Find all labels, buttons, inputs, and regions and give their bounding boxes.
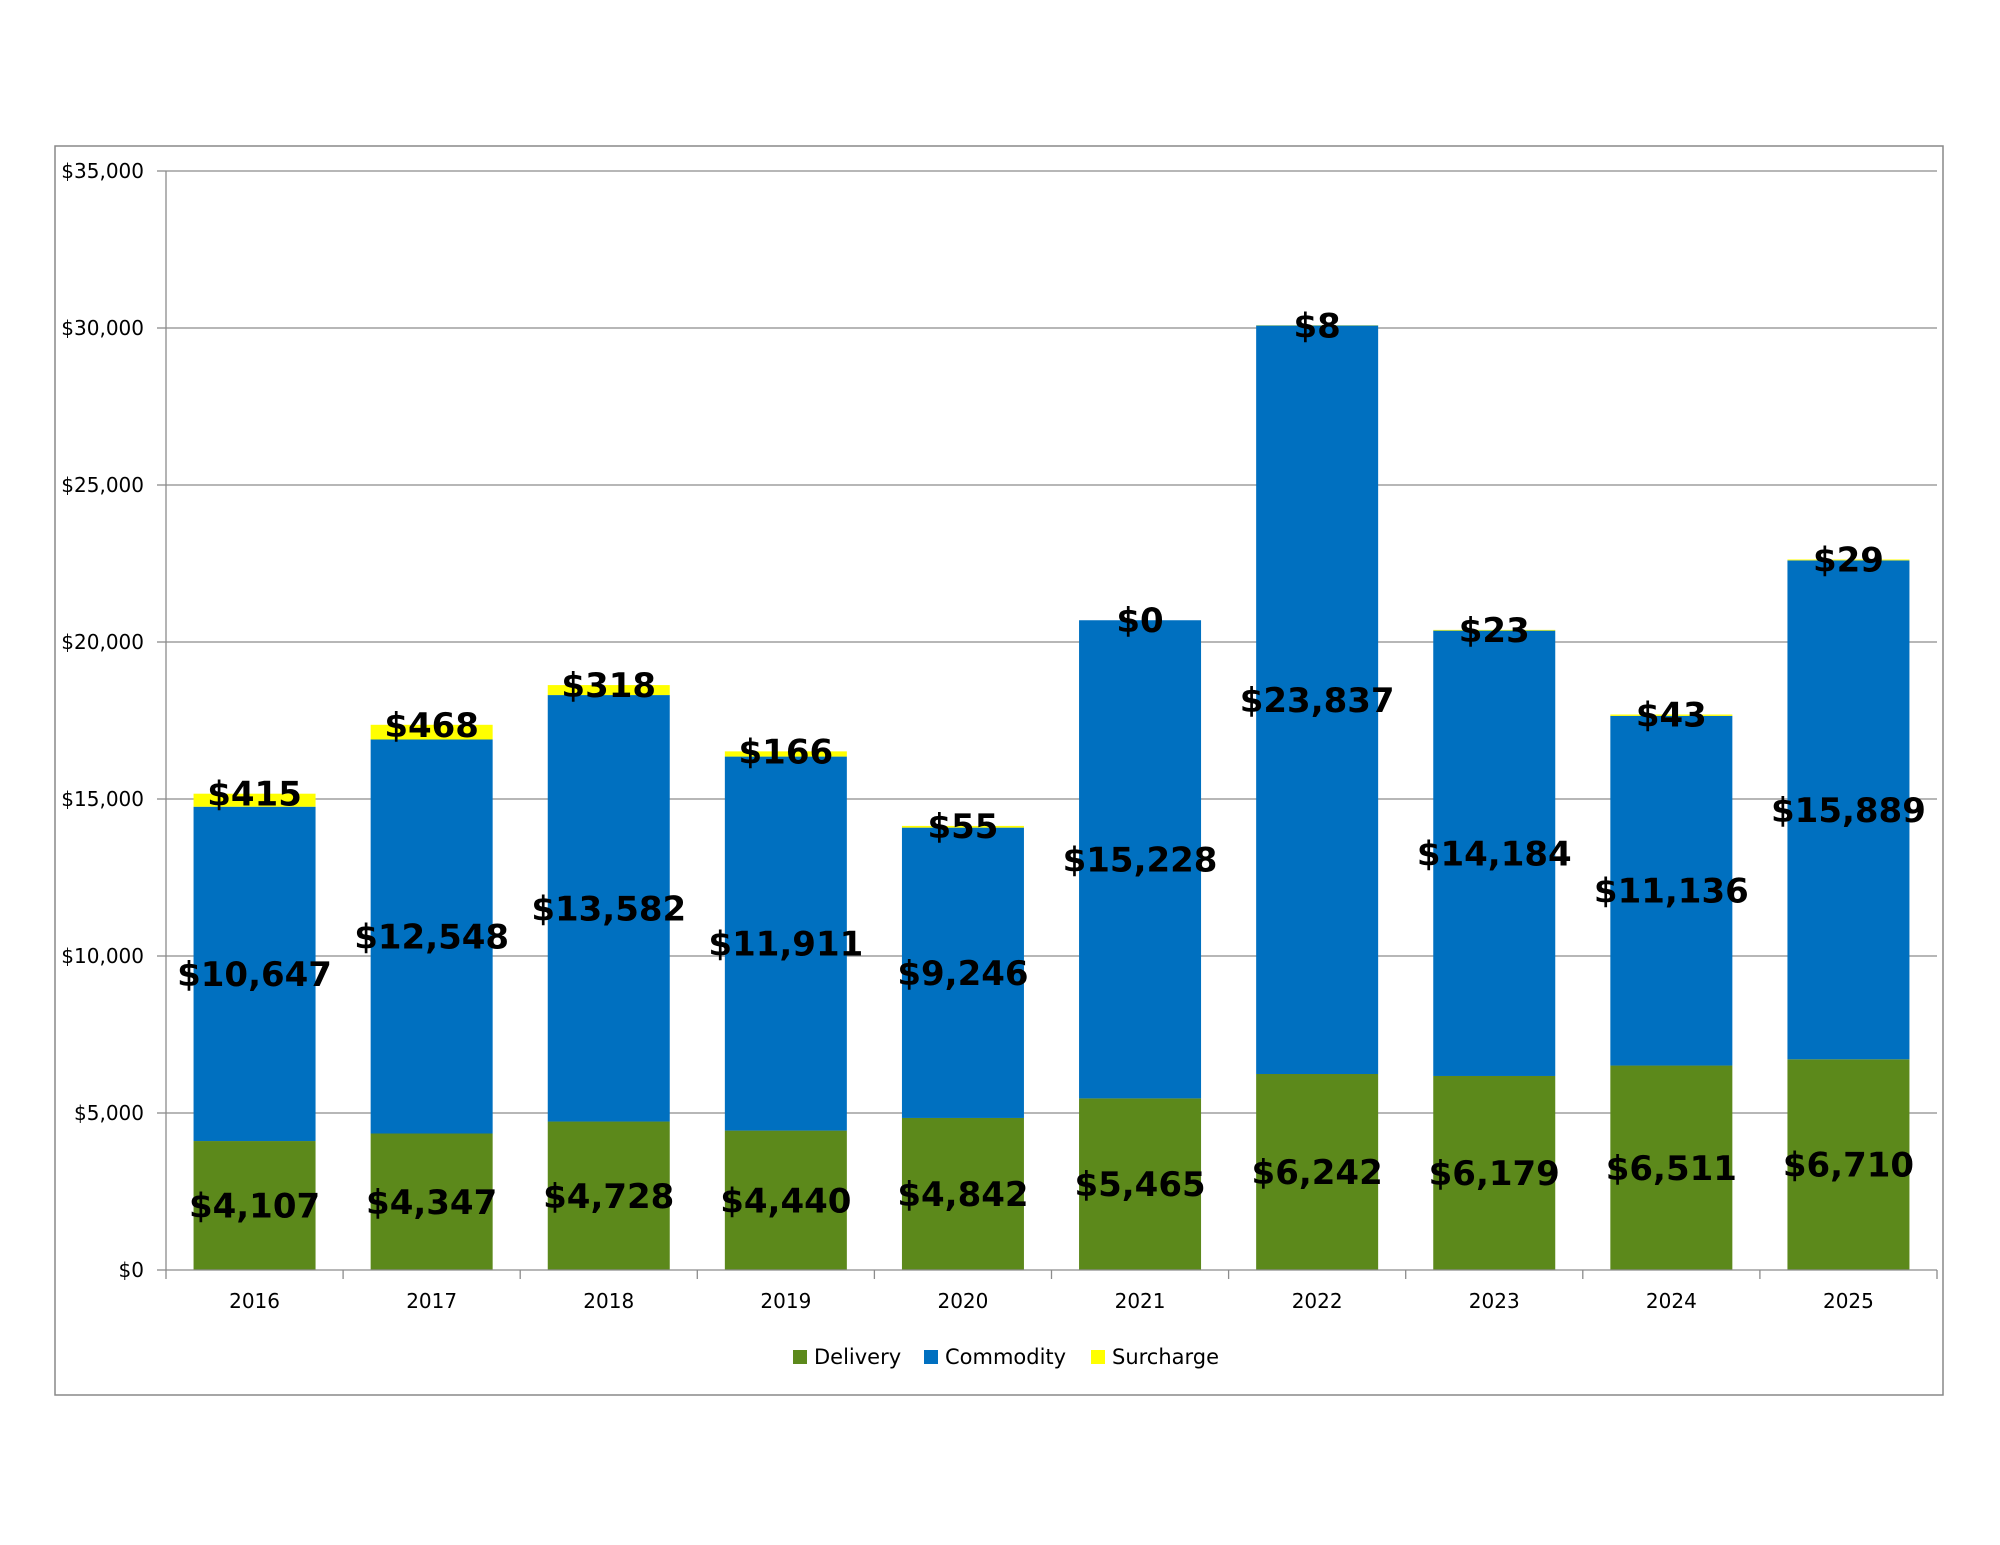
bar-surcharge-2023 (1433, 629, 1556, 631)
x-tick-label: 2022 (1292, 1289, 1343, 1313)
data-label-surcharge: $0 (1116, 601, 1163, 641)
data-label-surcharge: $318 (561, 666, 656, 706)
bar-surcharge-2018 (547, 685, 670, 696)
data-label-surcharge: $8 (1293, 306, 1340, 346)
x-tick-label: 2025 (1823, 1289, 1874, 1313)
bar-commodity-2019 (724, 756, 847, 1131)
y-tick-label: $0 (119, 1258, 144, 1282)
data-label-commodity: $11,136 (1594, 872, 1749, 912)
data-label-delivery: $6,179 (1429, 1154, 1560, 1194)
bar-delivery-2021 (1079, 1098, 1202, 1270)
data-label-surcharge: $43 (1636, 696, 1707, 736)
x-tick-label: 2020 (937, 1289, 988, 1313)
legend-label-surcharge: Surcharge (1112, 1345, 1219, 1369)
x-tick-label: 2019 (760, 1289, 811, 1313)
bar-commodity-2024 (1610, 715, 1733, 1066)
y-tick-label: $10,000 (61, 944, 144, 968)
bar-commodity-2025 (1787, 560, 1910, 1060)
bar-surcharge-2024 (1610, 714, 1733, 716)
data-label-commodity: $15,228 (1063, 840, 1218, 880)
data-label-surcharge: $23 (1459, 611, 1530, 651)
legend-label-delivery: Delivery (814, 1345, 901, 1369)
bar-commodity-2021 (1079, 620, 1202, 1099)
data-label-delivery: $4,107 (189, 1187, 320, 1227)
bar-commodity-2018 (547, 695, 670, 1122)
y-tick-label: $15,000 (61, 787, 144, 811)
bar-surcharge-2019 (724, 751, 847, 757)
data-label-delivery: $4,842 (897, 1175, 1028, 1215)
data-label-delivery: $6,242 (1252, 1153, 1383, 1193)
data-label-surcharge: $468 (384, 706, 479, 746)
legend-swatch-delivery (793, 1350, 807, 1364)
data-label-commodity: $11,911 (708, 925, 863, 965)
bar-surcharge-2025 (1787, 559, 1910, 561)
bar-commodity-2023 (1433, 630, 1556, 1076)
y-tick-label: $30,000 (61, 316, 144, 340)
data-label-commodity: $15,889 (1771, 791, 1926, 831)
data-label-commodity: $14,184 (1417, 834, 1572, 874)
data-label-surcharge: $55 (927, 807, 998, 847)
x-tick-label: 2018 (583, 1289, 634, 1313)
y-tick-label: $5,000 (74, 1101, 144, 1125)
x-tick-label: 2023 (1469, 1289, 1520, 1313)
data-label-commodity: $10,647 (177, 955, 332, 995)
bar-commodity-2022 (1256, 325, 1379, 1075)
bar-delivery-2019 (724, 1130, 847, 1270)
bar-delivery-2017 (370, 1133, 493, 1270)
bar-delivery-2018 (547, 1121, 670, 1270)
data-label-surcharge: $29 (1813, 540, 1884, 580)
x-tick-label: 2016 (229, 1289, 280, 1313)
bar-commodity-2017 (370, 739, 493, 1134)
bar-delivery-2025 (1787, 1059, 1910, 1270)
legend-swatch-commodity (924, 1350, 938, 1364)
y-tick-label: $20,000 (61, 630, 144, 654)
data-label-commodity: $9,246 (897, 954, 1028, 994)
data-label-surcharge: $415 (207, 775, 302, 815)
bar-surcharge-2016 (193, 793, 316, 807)
bar-surcharge-2020 (901, 825, 1024, 828)
data-label-delivery: $4,347 (366, 1183, 497, 1223)
bar-surcharge-2017 (370, 724, 493, 740)
bar-commodity-2020 (901, 827, 1024, 1118)
bar-delivery-2024 (1610, 1065, 1733, 1270)
x-tick-label: 2021 (1115, 1289, 1166, 1313)
bar-delivery-2022 (1256, 1074, 1379, 1270)
data-label-delivery: $6,710 (1783, 1146, 1914, 1186)
x-tick-label: 2024 (1646, 1289, 1697, 1313)
x-tick-label: 2017 (406, 1289, 457, 1313)
legend-swatch-surcharge (1091, 1350, 1105, 1364)
bar-commodity-2016 (193, 806, 316, 1142)
data-label-delivery: $5,465 (1074, 1165, 1205, 1205)
bar-delivery-2020 (901, 1117, 1024, 1270)
data-label-delivery: $6,511 (1606, 1149, 1737, 1189)
data-label-commodity: $23,837 (1240, 681, 1395, 721)
y-tick-label: $35,000 (61, 159, 144, 183)
bar-delivery-2016 (193, 1141, 316, 1270)
bar-delivery-2023 (1433, 1075, 1556, 1270)
y-tick-label: $25,000 (61, 473, 144, 497)
data-label-surcharge: $166 (739, 732, 834, 772)
data-label-commodity: $13,582 (531, 889, 686, 929)
legend-label-commodity: Commodity (945, 1345, 1066, 1369)
data-label-commodity: $12,548 (354, 918, 509, 958)
data-label-delivery: $4,440 (720, 1181, 851, 1221)
data-label-delivery: $4,728 (543, 1177, 674, 1217)
